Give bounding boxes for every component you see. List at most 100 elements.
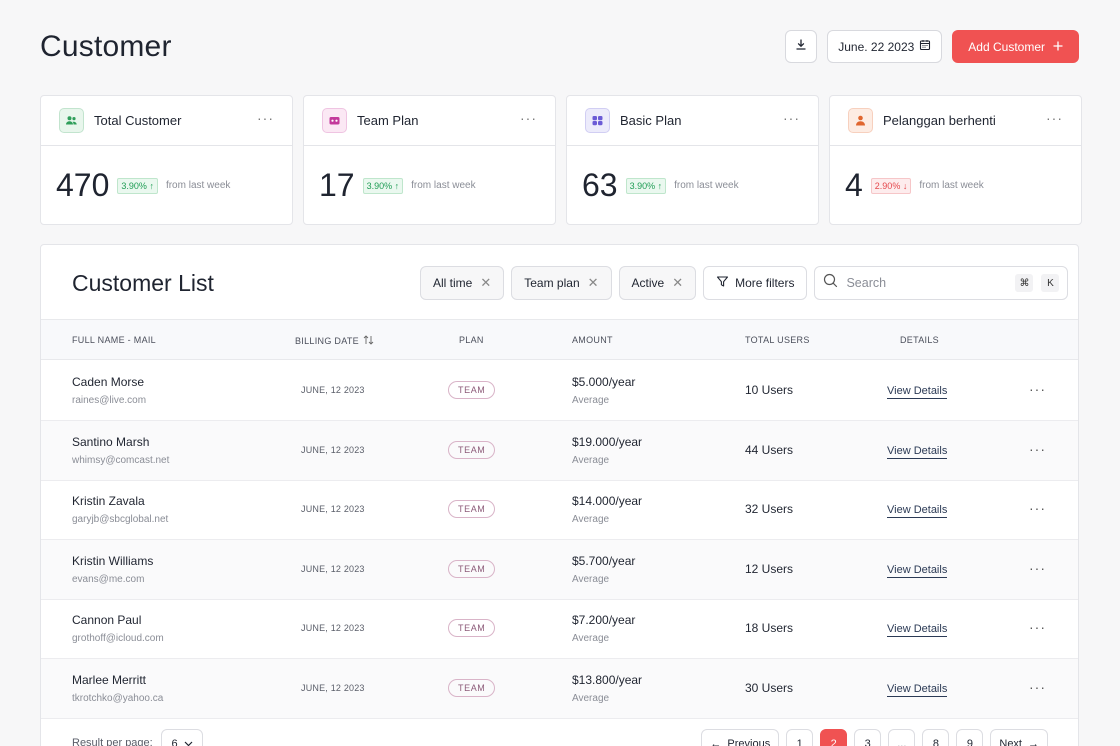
- plan-badge: TEAM: [448, 440, 496, 459]
- close-icon[interactable]: ✕: [587, 275, 599, 290]
- stat-label: Pelanggan berhenti: [883, 113, 996, 128]
- customer-email: garyjb@sbcglobal.net: [72, 514, 169, 525]
- table-row[interactable]: Kristin Zavala garyjb@sbcglobal.net JUNE…: [41, 480, 1078, 540]
- amount: $5.700/year: [572, 553, 636, 568]
- plan-badge: TEAM: [448, 381, 496, 399]
- close-icon[interactable]: ✕: [480, 275, 492, 290]
- view-details-link[interactable]: View Details: [887, 444, 948, 459]
- page-button[interactable]: 9: [956, 729, 984, 746]
- next-label: Next: [999, 738, 1022, 746]
- change-value: 3.90%: [629, 180, 656, 191]
- filter-chip-label: Team plan: [524, 276, 580, 290]
- amount: $7.200/year: [572, 613, 636, 627]
- view-details-link[interactable]: View Details: [887, 563, 948, 578]
- page-button[interactable]: ...: [888, 729, 916, 746]
- customer-list-card: Customer List All time ✕ Team plan ✕ Act…: [40, 244, 1079, 746]
- page-button[interactable]: 8: [922, 729, 950, 746]
- billing-date: JUNE, 12 2023: [301, 623, 365, 633]
- add-customer-button[interactable]: Add Customer: [952, 30, 1079, 63]
- results-per-page-select[interactable]: 6: [161, 729, 203, 746]
- stat-note: from last week: [674, 180, 739, 191]
- table-row[interactable]: Marlee Merritt tkrotchko@yahoo.ca JUNE, …: [41, 658, 1078, 719]
- stat-value: 470: [56, 167, 110, 203]
- column-header-billing-date[interactable]: BILLING DATE: [295, 335, 374, 347]
- plan-badge: TEAM: [448, 619, 496, 637]
- stat-card: Total Customer ··· 470 3.90% ↑ from last…: [40, 95, 293, 225]
- more-options-icon[interactable]: ···: [1029, 500, 1046, 516]
- column-header-total-users: TOTAL USERS: [745, 335, 810, 345]
- change-badge: 2.90% ↓: [870, 177, 912, 194]
- sort-icon[interactable]: [363, 335, 374, 347]
- filter-chip-active[interactable]: Active ✕: [618, 266, 697, 300]
- view-details-link[interactable]: View Details: [887, 504, 948, 518]
- view-details-link[interactable]: View Details: [887, 385, 948, 399]
- customer-name: Caden Morse: [72, 375, 145, 389]
- more-options-icon[interactable]: ···: [1029, 381, 1046, 397]
- stat-value: 63: [582, 167, 618, 203]
- plan-badge: TEAM: [448, 678, 496, 697]
- page-button[interactable]: 1: [786, 729, 814, 746]
- filter-chip-label: Active: [631, 276, 665, 290]
- change-badge: 3.90% ↑: [117, 177, 158, 194]
- pagination: ← Previous 1 2 3... 8 9 Next →: [701, 729, 1048, 746]
- table-row[interactable]: Caden Morse raines@live.com JUNE, 12 202…: [41, 361, 1078, 421]
- change-value: 3.90%: [366, 180, 393, 191]
- page-button[interactable]: 3: [854, 729, 882, 746]
- stat-value: 17: [319, 167, 355, 203]
- close-icon[interactable]: ✕: [672, 275, 684, 290]
- change-badge: 3.90% ↑: [625, 177, 667, 194]
- more-filters-button[interactable]: More filters: [703, 266, 808, 300]
- table-row[interactable]: Kristin Williams evans@me.com JUNE, 12 2…: [41, 539, 1078, 600]
- billing-date: JUNE, 12 2023: [301, 682, 365, 693]
- customer-name: Kristin Williams: [72, 553, 154, 568]
- amount-note: Average: [572, 395, 610, 406]
- more-options-icon[interactable]: ···: [783, 110, 800, 126]
- more-options-icon[interactable]: ···: [1046, 110, 1063, 126]
- next-page-button[interactable]: Next →: [990, 729, 1048, 746]
- amount: $14.000/year: [572, 494, 643, 508]
- page-title: Customer: [40, 30, 172, 63]
- more-options-icon[interactable]: ···: [1029, 440, 1046, 457]
- filter-chip-all-time[interactable]: All time ✕: [420, 266, 505, 300]
- stat-value: 4: [845, 167, 863, 203]
- page-button[interactable]: 2: [820, 729, 848, 746]
- table-row[interactable]: Santino Marsh whimsy@comcast.net JUNE, 1…: [41, 420, 1078, 481]
- more-options-icon[interactable]: ···: [1029, 678, 1046, 695]
- billing-date: JUNE, 12 2023: [301, 444, 365, 455]
- view-details-link[interactable]: View Details: [887, 682, 948, 697]
- change-badge: 3.90% ↑: [362, 177, 404, 194]
- previous-page-button[interactable]: ← Previous: [701, 729, 780, 746]
- total-users: 44 Users: [745, 442, 794, 457]
- search-input[interactable]: [846, 276, 1008, 290]
- amount: $19.000/year: [572, 434, 643, 449]
- table-row[interactable]: Cannon Paul grothoff@icloud.com JUNE, 12…: [41, 599, 1078, 659]
- customer-name: Marlee Merritt: [72, 672, 147, 687]
- stat-label: Basic Plan: [620, 113, 682, 128]
- total-users: 10 Users: [745, 383, 794, 397]
- view-details-link[interactable]: View Details: [887, 623, 948, 637]
- stat-card-header: Pelanggan berhenti ···: [830, 96, 1081, 146]
- arrow-right-icon: →: [1028, 738, 1039, 746]
- more-options-icon[interactable]: ···: [1029, 559, 1046, 576]
- total-users: 18 Users: [745, 621, 794, 635]
- total-users: 12 Users: [745, 561, 794, 576]
- user-stop-icon: [848, 108, 873, 133]
- change-value: 2.90%: [874, 180, 901, 191]
- more-options-icon[interactable]: ···: [1029, 619, 1046, 635]
- download-icon: [795, 38, 807, 56]
- download-button[interactable]: [785, 30, 818, 63]
- plan-badge: TEAM: [448, 559, 496, 578]
- more-options-icon[interactable]: ···: [257, 110, 274, 126]
- customer-email: whimsy@comcast.net: [72, 454, 170, 466]
- more-options-icon[interactable]: ···: [520, 110, 537, 126]
- users-icon: [59, 108, 84, 133]
- amount-note: Average: [572, 514, 610, 525]
- filter-chip-team-plan[interactable]: Team plan ✕: [511, 266, 612, 300]
- amount: $13.800/year: [572, 672, 643, 687]
- customer-email: tkrotchko@yahoo.ca: [72, 692, 164, 704]
- column-header-details: DETAILS: [900, 335, 939, 345]
- billing-date: JUNE, 12 2023: [301, 385, 365, 395]
- date-picker-button[interactable]: June. 22 2023: [827, 30, 943, 63]
- amount: $5.000/year: [572, 375, 636, 389]
- stat-card-body: 470 3.90% ↑ from last week: [41, 146, 292, 225]
